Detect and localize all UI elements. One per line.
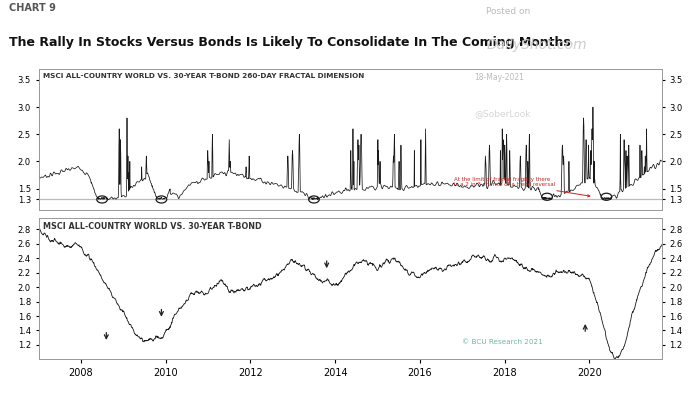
Text: At the limit of fractal fragility there
is a 2 in 3 chance of a trend reversal: At the limit of fractal fragility there …	[454, 177, 590, 197]
Text: @SoberLook: @SoberLook	[475, 109, 531, 118]
Text: Posted on: Posted on	[486, 8, 531, 16]
Text: © BCU Research 2021: © BCU Research 2021	[462, 339, 543, 345]
Text: DailyShot.com: DailyShot.com	[486, 38, 587, 52]
Text: MSCI ALL-COUNTRY WORLD VS. 30-YEAR T-BOND 260-DAY FRACTAL DIMENSION: MSCI ALL-COUNTRY WORLD VS. 30-YEAR T-BON…	[43, 73, 365, 79]
Text: The Rally In Stocks Versus Bonds Is Likely To Consolidate In The Coming Months: The Rally In Stocks Versus Bonds Is Like…	[9, 36, 571, 49]
Text: MSCI ALL-COUNTRY WORLD VS. 30-YEAR T-BOND: MSCI ALL-COUNTRY WORLD VS. 30-YEAR T-BON…	[43, 222, 262, 231]
Text: CHART 9: CHART 9	[9, 3, 56, 13]
Text: 18-May-2021: 18-May-2021	[475, 73, 524, 82]
